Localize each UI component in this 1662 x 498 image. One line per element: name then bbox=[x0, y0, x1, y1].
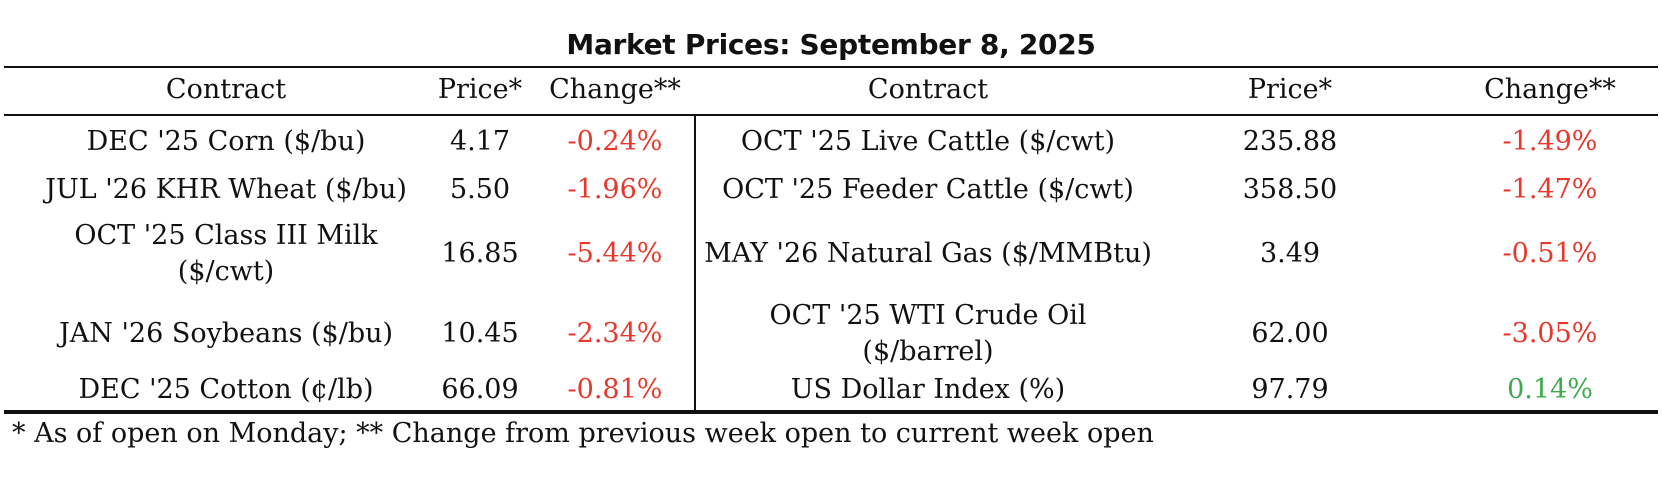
left-change: -1.96% bbox=[567, 174, 663, 205]
header-right-change: Change** bbox=[1484, 74, 1616, 105]
left-contract: DEC '25 Corn ($/bu) bbox=[86, 126, 366, 157]
right-change: -0.51% bbox=[1502, 238, 1598, 269]
left-change: -2.34% bbox=[567, 318, 663, 349]
right-contract: OCT '25 WTI Crude Oil ($/barrel) bbox=[696, 294, 1160, 374]
table-title: Market Prices: September 8, 2025 bbox=[566, 28, 1096, 61]
left-change: -5.44% bbox=[567, 238, 663, 269]
right-price: 97.79 bbox=[1251, 374, 1329, 405]
left-change: -0.81% bbox=[567, 374, 663, 405]
top-rule bbox=[4, 66, 1658, 68]
left-change: -0.24% bbox=[567, 126, 663, 157]
footnote: * As of open on Monday; ** Change from p… bbox=[12, 418, 1154, 449]
left-contract: JAN '26 Soybeans ($/bu) bbox=[58, 318, 394, 349]
left-contract-line1: OCT '25 Class III Milk bbox=[74, 220, 378, 251]
right-contract: MAY '26 Natural Gas ($/MMBtu) bbox=[704, 238, 1152, 269]
right-change: 0.14% bbox=[1507, 374, 1593, 405]
right-contract: US Dollar Index (%) bbox=[790, 374, 1066, 405]
right-contract-line1: OCT '25 WTI Crude Oil bbox=[769, 300, 1087, 331]
left-price: 66.09 bbox=[441, 374, 519, 405]
right-change: -1.49% bbox=[1502, 126, 1598, 157]
right-contract-line2: ($/barrel) bbox=[862, 336, 994, 367]
header-left-contract: Contract bbox=[165, 74, 287, 105]
left-price: 4.17 bbox=[449, 126, 511, 157]
right-price: 358.50 bbox=[1242, 174, 1338, 205]
right-contract: OCT '25 Live Cattle ($/cwt) bbox=[740, 126, 1116, 157]
bottom-rule bbox=[4, 410, 1658, 414]
left-contract: OCT '25 Class III Milk ($/cwt) bbox=[4, 214, 448, 294]
left-contract: DEC '25 Cotton (¢/lb) bbox=[78, 374, 374, 405]
header-rule bbox=[4, 114, 1658, 116]
header-right-contract: Contract bbox=[867, 74, 989, 105]
column-divider bbox=[694, 116, 696, 410]
header-right-price: Price* bbox=[1247, 74, 1333, 105]
right-price: 235.88 bbox=[1242, 126, 1338, 157]
header-left-change: Change** bbox=[549, 74, 681, 105]
right-contract: OCT '25 Feeder Cattle ($/cwt) bbox=[722, 174, 1134, 205]
right-change: -1.47% bbox=[1502, 174, 1598, 205]
left-price: 10.45 bbox=[441, 318, 519, 349]
left-price: 5.50 bbox=[449, 174, 511, 205]
left-contract-line2: ($/cwt) bbox=[177, 256, 275, 287]
left-contract: JUL '26 KHR Wheat ($/bu) bbox=[45, 174, 407, 205]
right-price: 3.49 bbox=[1259, 238, 1321, 269]
right-price: 62.00 bbox=[1251, 318, 1329, 349]
right-change: -3.05% bbox=[1502, 318, 1598, 349]
left-price: 16.85 bbox=[441, 238, 519, 269]
header-left-price: Price* bbox=[437, 74, 523, 105]
